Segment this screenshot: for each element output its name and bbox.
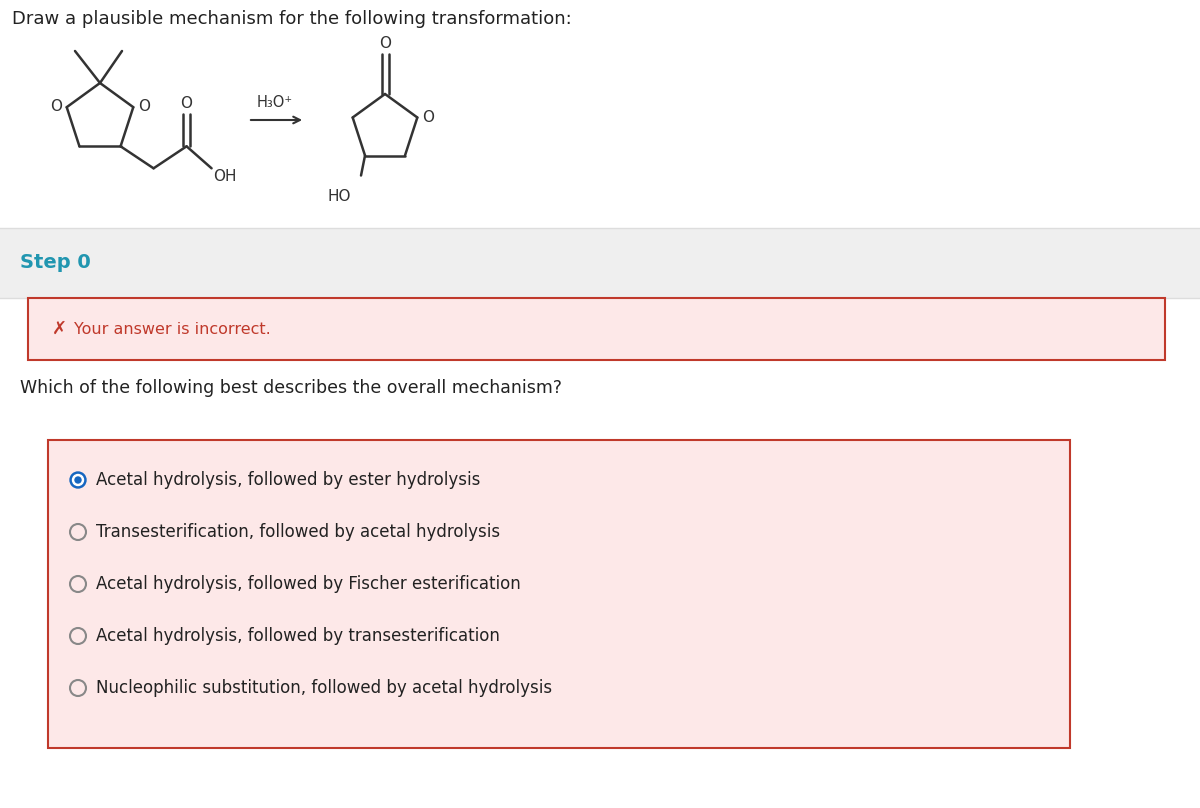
Bar: [0, 228, 1200, 298]
Bar: [0, 0, 1200, 228]
Circle shape: [72, 474, 84, 486]
Circle shape: [74, 477, 82, 483]
Text: Transesterification, followed by acetal hydrolysis: Transesterification, followed by acetal …: [96, 523, 500, 541]
Circle shape: [70, 472, 86, 488]
Text: Acetal hydrolysis, followed by Fischer esterification: Acetal hydrolysis, followed by Fischer e…: [96, 575, 521, 593]
Text: Step 0: Step 0: [20, 254, 91, 272]
FancyBboxPatch shape: [48, 440, 1070, 748]
Text: Draw a plausible mechanism for the following transformation:: Draw a plausible mechanism for the follo…: [12, 10, 571, 28]
Text: Nucleophilic substitution, followed by acetal hydrolysis: Nucleophilic substitution, followed by a…: [96, 679, 552, 697]
Text: ✗: ✗: [52, 320, 67, 338]
Text: O: O: [379, 36, 391, 51]
Text: O: O: [49, 99, 61, 114]
FancyBboxPatch shape: [28, 298, 1165, 360]
Text: O: O: [422, 110, 434, 125]
Bar: [0, 298, 1200, 808]
Text: O: O: [138, 99, 150, 114]
Text: OH: OH: [214, 170, 238, 184]
Text: H₃O⁺: H₃O⁺: [257, 95, 293, 110]
Text: O: O: [180, 96, 192, 112]
Text: Which of the following best describes the overall mechanism?: Which of the following best describes th…: [20, 379, 562, 397]
Text: HO: HO: [328, 188, 352, 204]
Text: Your answer is incorrect.: Your answer is incorrect.: [74, 322, 271, 336]
Text: Acetal hydrolysis, followed by ester hydrolysis: Acetal hydrolysis, followed by ester hyd…: [96, 471, 480, 489]
Text: Acetal hydrolysis, followed by transesterification: Acetal hydrolysis, followed by transeste…: [96, 627, 500, 645]
